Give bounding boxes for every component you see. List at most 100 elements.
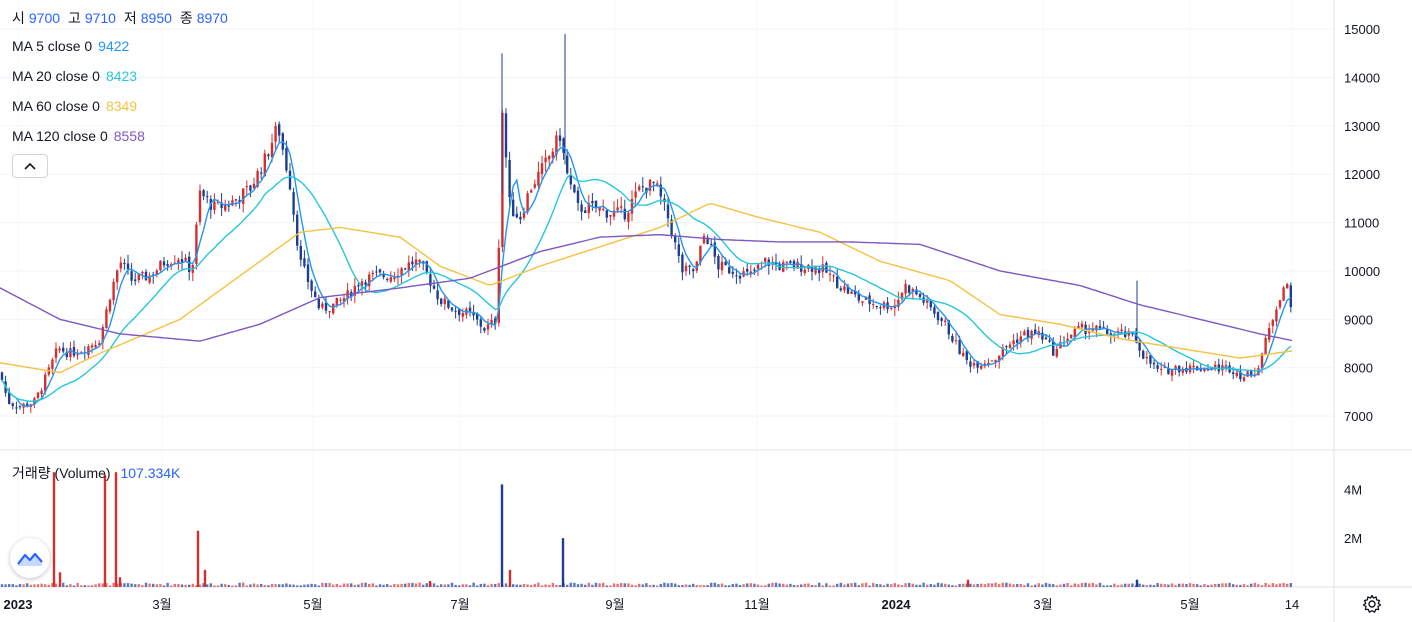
candle-body <box>533 184 536 188</box>
candle-body <box>72 346 76 356</box>
volume-bar <box>332 584 335 587</box>
volume-bar <box>800 584 803 587</box>
candle-body <box>1095 325 1098 331</box>
volume-bar <box>922 582 925 587</box>
volume-legend[interactable]: 거래량 (Volume) 107.334K <box>12 463 180 483</box>
volume-bar <box>735 583 738 587</box>
candle-body <box>746 268 749 272</box>
volume-bar <box>1095 584 1098 587</box>
volume-bar <box>821 585 824 587</box>
candle-body <box>0 372 4 380</box>
candle-body <box>789 261 792 263</box>
volume-bar <box>940 583 943 587</box>
volume-bar <box>1278 583 1282 587</box>
candle-body <box>713 242 716 257</box>
volume-bar <box>1066 582 1069 587</box>
volume-bar <box>782 583 785 587</box>
candle-body <box>1102 326 1105 328</box>
volume-bar <box>490 583 493 587</box>
volume-bar <box>227 584 230 587</box>
ma60-legend[interactable]: MA 60 close 0 8349 <box>12 98 137 114</box>
volume-bar <box>22 584 25 587</box>
candle-body <box>972 363 976 366</box>
volume-bar <box>832 585 835 587</box>
candle-body <box>846 286 850 294</box>
volume-bar <box>137 584 140 587</box>
volume-spike-bar <box>966 579 970 587</box>
tradingview-logo-button[interactable] <box>10 538 50 578</box>
candle-body <box>1192 365 1195 368</box>
candle-body <box>522 212 526 218</box>
price-tick-label: 7000 <box>1344 409 1373 424</box>
ma20-legend[interactable]: MA 20 close 0 8423 <box>12 68 137 84</box>
candle-body <box>1023 331 1026 336</box>
candle-body <box>490 319 493 325</box>
volume-bar <box>134 584 137 587</box>
volume-bar <box>447 584 450 587</box>
candle-body <box>630 198 634 214</box>
volume-bar <box>1192 583 1195 587</box>
candle-body <box>407 262 410 271</box>
candle-body <box>954 340 958 342</box>
candle-body <box>623 208 626 220</box>
candle-body <box>108 299 112 312</box>
time-tick-label: 5월 <box>1180 597 1199 612</box>
volume-bar <box>166 582 169 587</box>
ma5-legend[interactable]: MA 5 close 0 9422 <box>12 38 129 54</box>
volume-spike-bar <box>1135 579 1139 587</box>
volume-bar <box>983 584 986 587</box>
volume-bar <box>638 583 641 587</box>
volume-bar <box>537 582 540 587</box>
volume-bar <box>1156 583 1159 587</box>
volume-spike-bar <box>58 572 62 587</box>
collapse-legend-button[interactable] <box>12 154 48 178</box>
candle-body <box>569 175 572 185</box>
candle-body <box>645 187 648 193</box>
chart-settings-button[interactable] <box>1360 592 1384 616</box>
candle-body <box>688 265 691 267</box>
volume-bar <box>198 584 202 587</box>
volume-bar <box>850 583 853 587</box>
volume-bar <box>569 582 572 587</box>
volume-bar <box>414 583 418 587</box>
volume-bar <box>202 583 205 587</box>
volume-bar <box>1138 583 1141 587</box>
candle-body <box>206 196 209 198</box>
volume-bar <box>699 585 702 587</box>
candle-body <box>1016 339 1019 343</box>
volume-bar <box>580 583 583 587</box>
volume-bar <box>274 584 277 587</box>
candle-body <box>180 259 184 263</box>
candle-body <box>1026 329 1030 338</box>
volume-bar <box>605 585 608 587</box>
volume-bar <box>375 585 378 587</box>
time-tick-label: 7월 <box>450 597 469 612</box>
volume-bar <box>170 585 173 587</box>
ma120-legend[interactable]: MA 120 close 0 8558 <box>12 128 145 144</box>
volume-bar <box>1055 585 1058 587</box>
candle-body <box>1278 300 1282 308</box>
candle-body <box>785 261 788 263</box>
price-tick-label: 8000 <box>1344 361 1373 376</box>
volume-bar <box>184 584 187 587</box>
candle-body <box>1127 331 1130 336</box>
volume-bar <box>994 582 997 587</box>
price-tick-label: 12000 <box>1344 167 1380 182</box>
volume-bar <box>861 583 864 587</box>
time-tick-label: 14 <box>1285 597 1299 612</box>
candle-body <box>98 343 101 346</box>
volume-spike-bar <box>561 538 565 587</box>
candle-body <box>562 138 565 153</box>
time-tick-label: 2023 <box>4 597 33 612</box>
volume-bar <box>360 582 364 587</box>
candle-body <box>605 210 608 218</box>
candle-body <box>220 202 223 208</box>
candle-body <box>699 245 702 263</box>
volume-bar <box>918 584 922 587</box>
volume-bar <box>220 583 223 587</box>
candle-body <box>548 156 551 160</box>
volume-bar <box>44 584 47 587</box>
volume-bar <box>749 583 752 587</box>
volume-bar <box>803 583 806 587</box>
